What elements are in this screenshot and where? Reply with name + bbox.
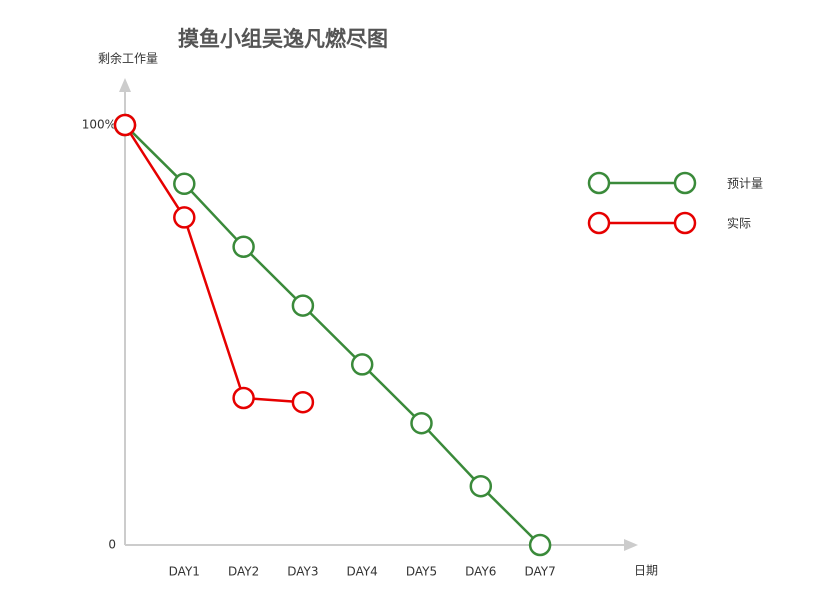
x-tick-label: DAY3 [287,565,318,579]
y-tick-label: 0 [108,538,116,552]
x-tick-label: DAY7 [524,565,555,579]
y-axis-arrow [119,78,131,92]
data-point [410,411,433,435]
data-point [469,474,493,498]
legend-marker [673,171,697,195]
y-tick-label: 100% [82,118,116,132]
legend-marker [587,211,611,235]
x-tick-label: DAY4 [347,565,378,579]
x-axis-arrow [624,539,638,551]
legend-marker [673,211,697,235]
series-line [123,124,303,404]
series-line [124,124,541,546]
x-tick-label: DAY5 [406,565,437,579]
x-tick-label: DAY1 [169,565,200,579]
data-point [173,172,196,196]
legend-label: 实际 [727,216,751,231]
data-point [291,390,315,414]
data-point [350,353,374,376]
data-point [113,113,137,137]
legend-label: 预计量 [727,177,763,191]
data-point [173,206,196,229]
legend-marker [587,171,611,195]
y-axis-label: 剩余工作量 [98,51,158,66]
data-point [232,235,255,259]
x-tick-label: DAY2 [228,565,259,579]
data-point [291,294,315,317]
x-axis-label: 日期 [634,564,658,578]
data-point [232,386,255,410]
x-tick-label: DAY6 [465,565,496,579]
chart-title: 摸鱼小组吴逸凡燃尽图 [178,27,388,51]
data-point [528,533,552,557]
